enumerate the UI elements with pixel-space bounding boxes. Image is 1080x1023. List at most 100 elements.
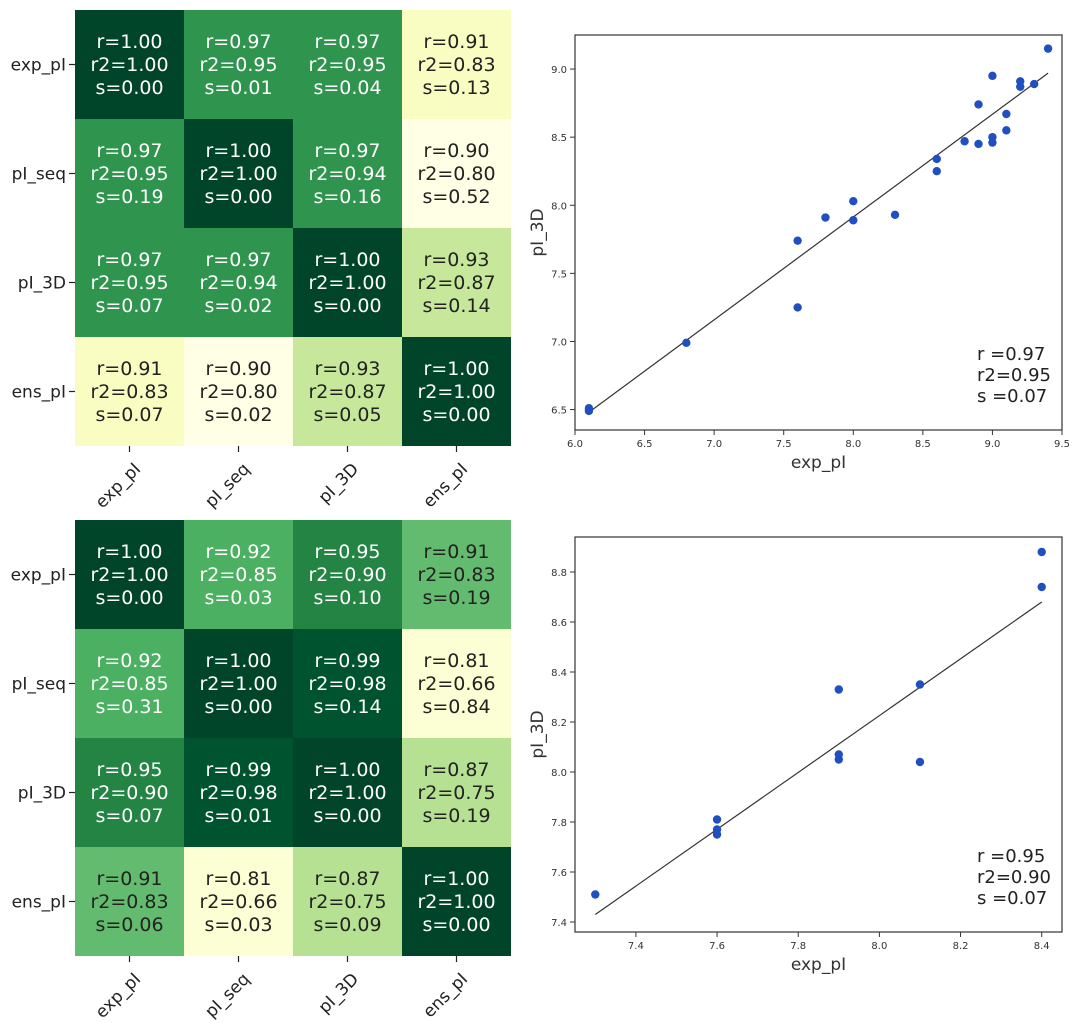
heatmap-cell-label: r2=0.90 bbox=[308, 564, 386, 586]
heatmap-cell bbox=[402, 337, 511, 446]
heatmap-cell-label: r=0.93 bbox=[423, 249, 489, 271]
x-tick-label: 8.5 bbox=[915, 439, 931, 450]
data-point bbox=[821, 213, 830, 222]
heatmap-cell-label: r=1.00 bbox=[314, 759, 380, 781]
heatmap-col-label: exp_pI bbox=[92, 969, 145, 1022]
x-tick-label: 8.0 bbox=[845, 439, 861, 450]
heatmap-cell-label: s=0.31 bbox=[95, 696, 163, 718]
heatmap-cell-label: s=0.16 bbox=[313, 186, 381, 208]
heatmap-cell-label: s=0.01 bbox=[204, 805, 272, 827]
heatmap-col-label: pI_3D bbox=[315, 459, 363, 507]
y-tick-label: 9.0 bbox=[551, 65, 567, 76]
stats-annotation: r2=0.90 bbox=[977, 867, 1051, 888]
heatmap-cell-label: s=0.10 bbox=[313, 587, 381, 609]
heatmap-cell-label: r=0.99 bbox=[205, 759, 271, 781]
y-tick-label: 7.0 bbox=[551, 337, 567, 348]
plot-frame bbox=[574, 536, 1063, 933]
heatmap-cell-label: r=0.95 bbox=[96, 759, 162, 781]
heatmap-cell-label: s=0.19 bbox=[422, 805, 490, 827]
heatmap-cell-label: s=0.00 bbox=[313, 805, 381, 827]
heatmap-cell-label: r=1.00 bbox=[96, 541, 162, 563]
heatmap-cell bbox=[184, 228, 293, 337]
heatmap-cell bbox=[402, 228, 511, 337]
heatmap-cell bbox=[293, 119, 402, 228]
heatmap-cell-label: s=0.09 bbox=[313, 914, 381, 936]
heatmap-cell bbox=[75, 337, 184, 446]
heatmap-cell-label: r=0.87 bbox=[423, 759, 489, 781]
heatmap-cell bbox=[293, 738, 402, 847]
heatmap-cell-label: r2=0.66 bbox=[199, 891, 277, 913]
heatmap-cell-label: r=0.95 bbox=[314, 541, 380, 563]
data-point bbox=[1037, 582, 1046, 592]
heatmap-cell-label: s=0.00 bbox=[204, 696, 272, 718]
heatmap-cell-label: s=0.14 bbox=[422, 295, 490, 317]
heatmap-cell-label: s=0.02 bbox=[204, 295, 272, 317]
y-tick-label: 8.6 bbox=[551, 618, 567, 629]
y-tick-label: 8.0 bbox=[551, 768, 567, 779]
heatmap-cell-label: r2=0.83 bbox=[90, 381, 168, 403]
x-tick-label: 7.8 bbox=[790, 941, 806, 952]
heatmap-col-label: pI_3D bbox=[315, 969, 363, 1017]
heatmap-cell-label: s=0.00 bbox=[422, 404, 490, 426]
heatmap-cell-label: r=0.91 bbox=[423, 541, 489, 563]
x-axis-label: exp_pI bbox=[791, 955, 846, 975]
heatmap-cell bbox=[293, 847, 402, 956]
data-point bbox=[974, 100, 983, 109]
heatmap-cell-label: r2=0.83 bbox=[90, 891, 168, 913]
y-tick-label: 7.5 bbox=[551, 269, 567, 280]
heatmap-cell-label: r2=1.00 bbox=[199, 163, 277, 185]
data-point bbox=[988, 132, 997, 142]
heatmap-cell-label: r=0.91 bbox=[423, 31, 489, 53]
heatmap-cell-label: r=1.00 bbox=[423, 868, 489, 890]
data-point bbox=[834, 750, 843, 759]
data-point bbox=[1016, 77, 1025, 86]
heatmap-col-label: pI_seq bbox=[201, 969, 254, 1022]
heatmap-cell-label: r2=0.83 bbox=[417, 54, 495, 76]
heatmap-cell bbox=[184, 337, 293, 446]
heatmap-cell-label: r2=0.75 bbox=[417, 782, 495, 804]
heatmap-cell-label: r=0.97 bbox=[314, 140, 380, 162]
heatmap-cell-label: r=0.97 bbox=[314, 31, 380, 53]
heatmap-cell-label: r2=1.00 bbox=[308, 782, 386, 804]
x-tick-label: 8.0 bbox=[871, 941, 887, 952]
heatmap-cell-label: s=0.00 bbox=[95, 587, 163, 609]
heatmap-cell-label: s=0.04 bbox=[313, 77, 381, 99]
heatmap-cell-label: r2=1.00 bbox=[417, 381, 495, 403]
y-tick-label: 7.8 bbox=[551, 818, 567, 829]
heatmap-cell-label: r2=1.00 bbox=[90, 564, 168, 586]
heatmap-cell bbox=[402, 847, 511, 956]
heatmap-cell-label: s=0.00 bbox=[313, 295, 381, 317]
heatmap-cell-label: r2=1.00 bbox=[199, 673, 277, 695]
heatmap-cell-label: r2=0.87 bbox=[417, 272, 495, 294]
data-point bbox=[1029, 79, 1039, 89]
data-point bbox=[915, 757, 925, 767]
heatmap-cell-label: r2=0.98 bbox=[308, 673, 386, 695]
scatter-plot-2: 7.4 7.6 7.8 8.0 8.2 8.4 7.4 7.6 7.8 8.0 8.2 8.4 8.6 8… bbox=[528, 536, 1063, 975]
stats-annotation: s =0.07 bbox=[977, 888, 1047, 909]
heatmap-cell bbox=[402, 629, 511, 738]
heatmap-cell bbox=[293, 228, 402, 337]
heatmap-cell bbox=[293, 520, 402, 629]
stats-annotation: r =0.95 bbox=[977, 846, 1045, 867]
heatmap-cell-label: s=0.07 bbox=[95, 404, 163, 426]
heatmap-cell-label: r2=1.00 bbox=[308, 272, 386, 294]
heatmap-cell-label: s=0.01 bbox=[204, 77, 272, 99]
x-tick-label: 9.5 bbox=[1054, 439, 1070, 450]
y-tick-label: 8.4 bbox=[551, 668, 567, 679]
heatmap-col-label: ens_pI bbox=[419, 459, 472, 512]
heatmap-cell-label: r=0.91 bbox=[96, 358, 162, 380]
x-axis-label: exp_pI bbox=[791, 453, 846, 473]
heatmap-row-label: pI_seq bbox=[12, 675, 66, 695]
y-tick-label: 7.4 bbox=[551, 918, 567, 929]
heatmap-row-label: pI_3D bbox=[18, 784, 66, 804]
heatmap-cell bbox=[75, 738, 184, 847]
y-tick-label: 6.5 bbox=[551, 406, 567, 417]
heatmap-cell-label: r=0.97 bbox=[205, 31, 271, 53]
heatmap-row-label: pI_seq bbox=[12, 165, 66, 185]
heatmap-cell-label: r2=0.94 bbox=[308, 163, 386, 185]
heatmap-cell-label: s=0.07 bbox=[95, 805, 163, 827]
heatmap-cell-label: r2=1.00 bbox=[417, 891, 495, 913]
heatmap-cell-label: s=0.00 bbox=[422, 914, 490, 936]
heatmap-cell bbox=[75, 629, 184, 738]
heatmap-cell-label: s=0.00 bbox=[95, 77, 163, 99]
